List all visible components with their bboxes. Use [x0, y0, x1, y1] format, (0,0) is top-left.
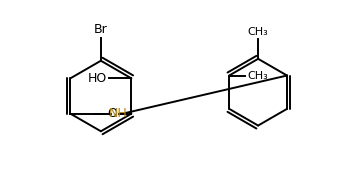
Text: HO: HO: [87, 72, 107, 85]
Text: Br: Br: [94, 23, 108, 36]
Text: CH₃: CH₃: [247, 70, 268, 80]
Text: O: O: [107, 107, 117, 120]
Text: NH: NH: [108, 107, 127, 120]
Text: CH₃: CH₃: [248, 27, 269, 37]
